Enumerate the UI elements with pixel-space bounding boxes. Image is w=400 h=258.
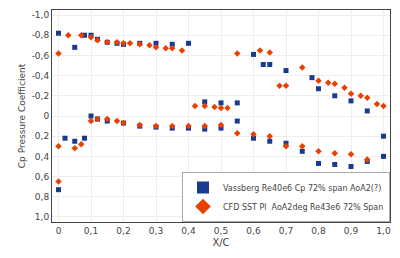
svg-text:1,0: 1,0: [376, 226, 391, 236]
svg-text:-0,2: -0,2: [32, 91, 50, 101]
svg-text:-1,0: -1,0: [32, 10, 50, 20]
svg-text:-0,6: -0,6: [32, 51, 50, 61]
svg-text:Cp Pressure Coefficient: Cp Pressure Coefficient: [17, 63, 27, 168]
svg-text:-0,4: -0,4: [32, 71, 50, 81]
svg-text:0,9: 0,9: [344, 226, 359, 236]
svg-text:1,0: 1,0: [35, 212, 50, 222]
svg-text:0,6: 0,6: [246, 226, 261, 236]
svg-text:0: 0: [43, 111, 49, 121]
svg-text:0,7: 0,7: [279, 226, 293, 236]
svg-text:0,4: 0,4: [35, 152, 50, 162]
svg-text:Vassberg Re40e6 Cp 72% span Ao: Vassberg Re40e6 Cp 72% span AoA2(?): [223, 184, 381, 193]
svg-text:0,3: 0,3: [149, 226, 163, 236]
svg-text:0,1: 0,1: [84, 226, 98, 236]
svg-text:0: 0: [56, 226, 62, 236]
svg-text:0,4: 0,4: [181, 226, 196, 236]
svg-text:0,8: 0,8: [35, 192, 50, 202]
svg-text:CFD SST Pl AoA2deg Re43e6 72%: CFD SST Pl AoA2deg Re43e6 72% Span: [223, 203, 383, 212]
svg-text:X/C: X/C: [212, 237, 229, 248]
svg-text:0,5: 0,5: [214, 226, 228, 236]
svg-text:0,2: 0,2: [35, 131, 49, 141]
svg-text:0,2: 0,2: [116, 226, 130, 236]
svg-text:-0,8: -0,8: [32, 30, 50, 40]
svg-text:0,8: 0,8: [311, 226, 326, 236]
svg-text:0,6: 0,6: [35, 172, 50, 182]
